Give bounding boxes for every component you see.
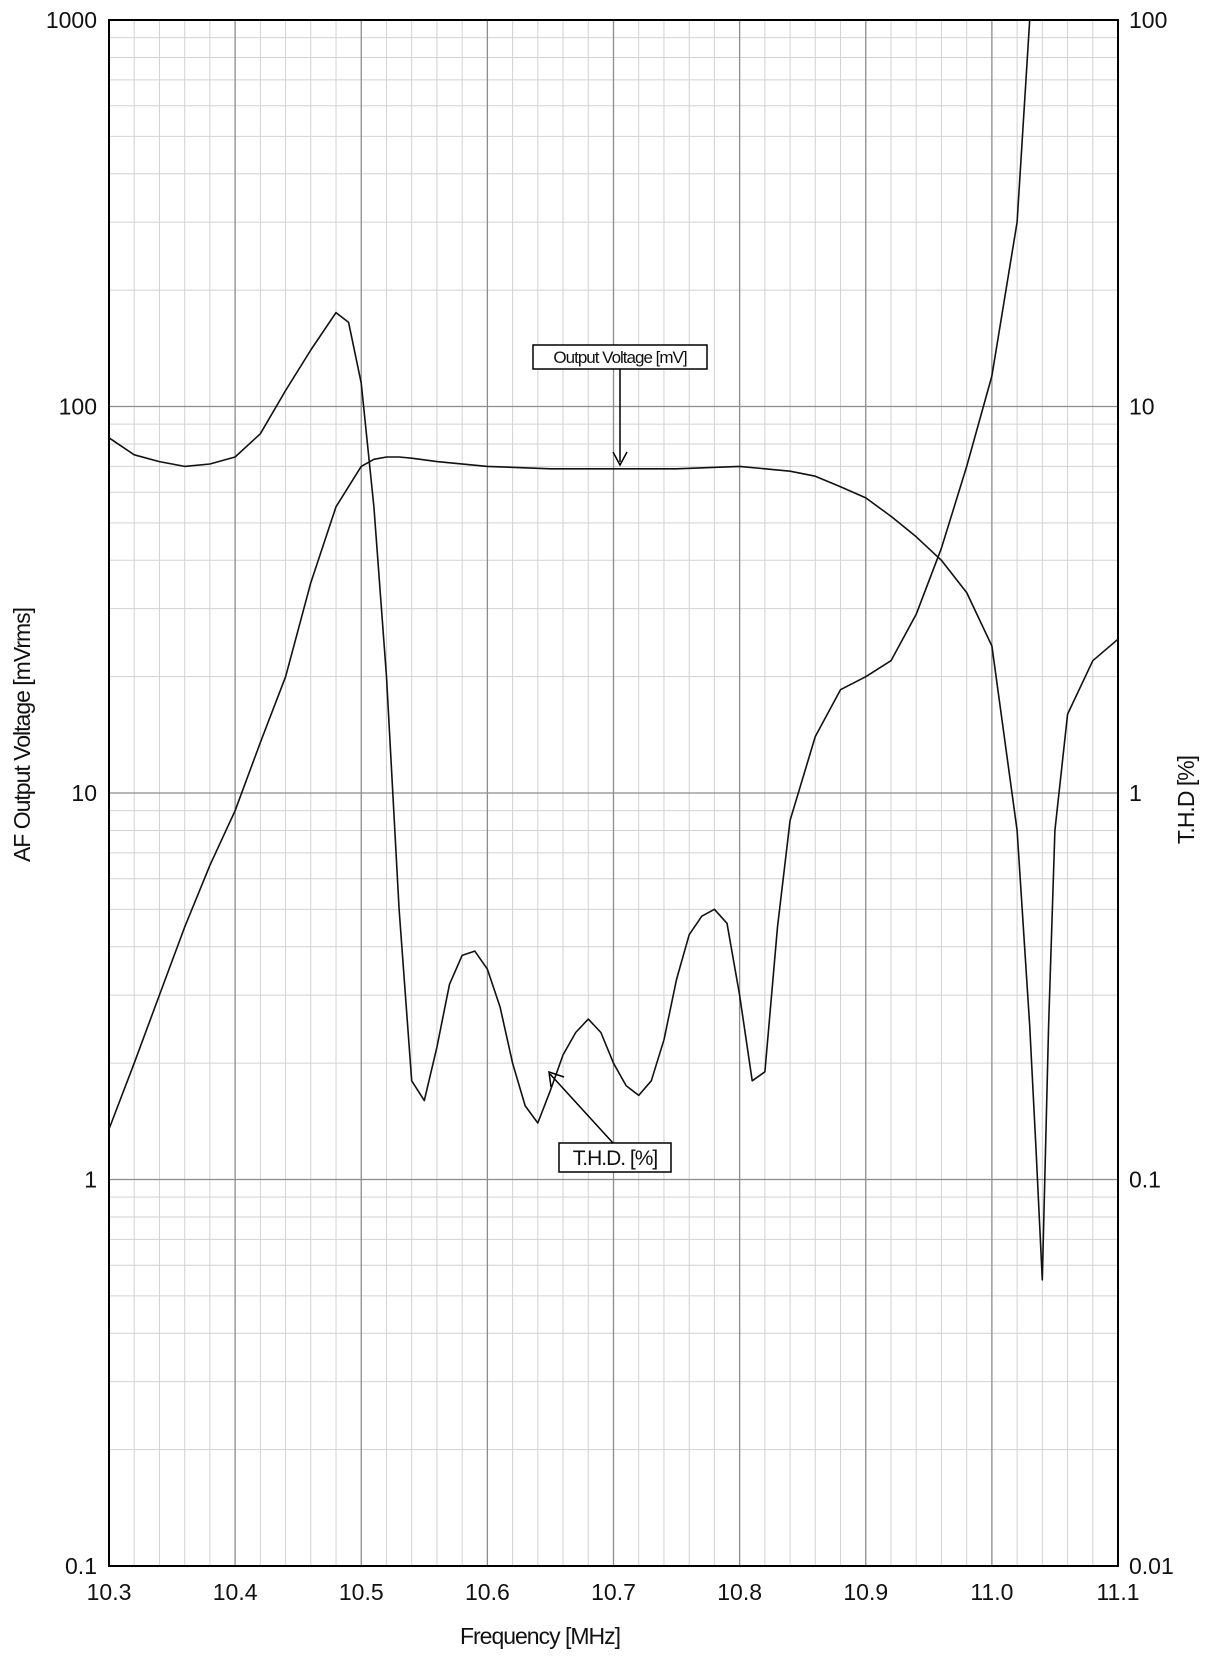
y-tick-label: 10: [71, 780, 97, 806]
y2-tick-label: 0.1: [1129, 1167, 1161, 1193]
output-voltage-label: Output Voltage [mV]: [553, 348, 686, 367]
x-tick-label: 11.0: [970, 1579, 1013, 1605]
y2-axis-title: T.H.D [%]: [1173, 756, 1199, 844]
x-tick-label: 10.5: [339, 1579, 384, 1605]
thd-label: T.H.D. [%]: [573, 1147, 658, 1170]
x-tick-label: 10.8: [717, 1579, 762, 1605]
y-tick-label: 100: [59, 394, 97, 420]
series-layer: [108, 19, 1119, 1281]
y-tick-label: 0.1: [65, 1553, 97, 1579]
y-axis-title: AF Output Voltage [mVrms]: [9, 608, 35, 862]
y-tick-label: 1: [84, 1167, 97, 1193]
thd-series-line: [108, 19, 1031, 1124]
thd-label-box: [558, 1142, 672, 1173]
thd-annotation: T.H.D. [%]: [548, 1070, 672, 1173]
x-tick-label: 10.7: [591, 1579, 636, 1605]
y2-tick-label: 100: [1129, 7, 1167, 33]
y2-tick-label: 0.01: [1129, 1553, 1174, 1579]
y-tick-label: 1000: [46, 7, 97, 33]
x-tick-label: 10.6: [465, 1579, 510, 1605]
y2-tick-label: 10: [1129, 394, 1155, 420]
output-voltage-label-box: [532, 344, 708, 370]
major-grid: [109, 20, 1118, 1566]
x-tick-label: 11.1: [1096, 1579, 1139, 1605]
plot-frame: [108, 19, 1119, 1567]
thd-arrow-line: [549, 1073, 614, 1144]
x-tick-label: 10.4: [213, 1579, 258, 1605]
y2-tick-label: 1: [1129, 780, 1142, 806]
output-voltage-arrowhead: [612, 451, 628, 467]
x-axis-title: Frequency [MHz]: [460, 1623, 620, 1649]
output-voltage-annotation: Output Voltage [mV]: [532, 344, 708, 467]
x-tick-label: 10.9: [843, 1579, 888, 1605]
output-voltage-series-line: [108, 456, 1119, 1281]
x-tick-label: 10.3: [87, 1579, 132, 1605]
tick-labels: 10.3 10.4 10.5 10.6 10.7 10.8 10.9 11.0 11.1 0.1 1…: [46, 7, 1174, 1605]
thd-arrowhead: [548, 1070, 565, 1088]
